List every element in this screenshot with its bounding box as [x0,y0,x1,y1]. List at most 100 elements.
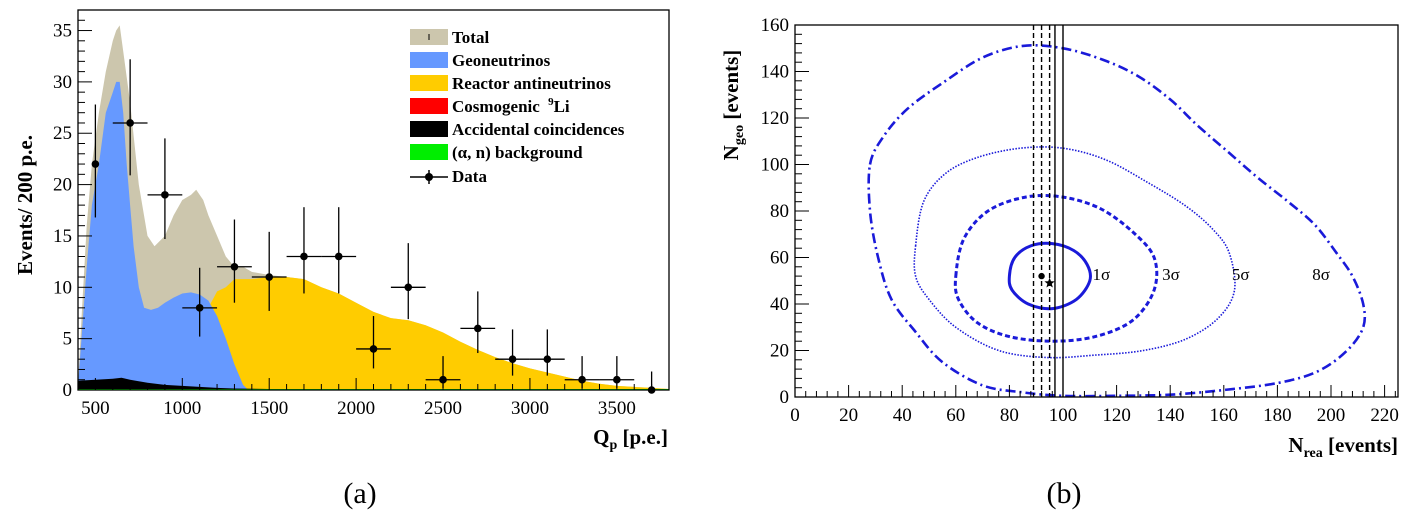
y-tick-label: 100 [761,155,790,176]
legend-item-reactor: Reactor antineutrinos [410,74,611,93]
x-tick-label: 180 [1263,405,1292,426]
data-marker [334,252,343,261]
svg-text:Geoneutrinos: Geoneutrinos [452,51,551,70]
accidental-fill [78,377,669,390]
best-fit-markers [1038,272,1055,288]
y-tick-label: 120 [761,108,790,129]
data-marker [126,119,134,127]
legend-item-cosmogenic: Cosmogenic 9Li [410,96,570,116]
y-tick-label: 0 [780,387,790,408]
data-point [182,267,218,337]
y-tick-label: 35 [53,21,72,42]
x-tick-label: 120 [1102,405,1131,426]
y-tick-label: 80 [770,201,789,222]
geoneutrinos-fill [78,81,249,390]
data-marker [578,375,586,384]
legend: Total Geoneutrinos Reactor antineutrinos… [410,28,625,186]
axes-b: 0 20 40 60 80 100 120 140 160 180 200 220 0 20 40 60 80 1… [761,15,1399,426]
svg-text:Accidental coincidences: Accidental coincidences [452,120,625,139]
x-tick-label: 2500 [424,398,462,419]
data-marker [300,252,308,261]
contour-dashdot [867,44,1367,397]
data-point [91,104,100,218]
x-tick-label: 2000 [337,398,375,419]
data-point [460,291,496,354]
y-tick-label: 140 [761,62,790,83]
data-marker [265,273,274,281]
y-tick-label: 0 [63,380,73,401]
data-point [321,207,357,294]
legend-item-total: Total [410,28,489,47]
contour-label: 1σ [1092,265,1110,284]
axes-a: 500 1000 1500 2000 2500 3000 3500 0 5 10 15 20 25 30 3… [53,9,670,419]
data-marker [91,160,100,168]
data-marker [161,191,169,199]
data-marker [404,283,413,292]
data-marker [508,355,517,363]
x-tick-label: 500 [81,398,110,419]
svg-text:Total: Total [452,28,489,47]
y-tick-label: 60 [770,248,789,269]
y-tick-label: 25 [53,123,72,144]
svg-text:Reactor antineutrinos: Reactor antineutrinos [452,74,611,93]
svg-text:(α, n) background: (α, n) background [452,143,583,162]
legend-item-geoneutrinos: Geoneutrinos [410,51,551,70]
panel-a-histogram: 500 1000 1500 2000 2500 3000 3500 0 5 10 15 20 25 30 3… [13,9,670,510]
x-tick-label: 40 [893,405,912,426]
y-tick-label: 20 [770,341,789,362]
data-marker [543,355,552,363]
data-point [495,329,530,376]
data-point [564,356,600,388]
legend-item-alpha-n: (α, n) background [410,143,583,162]
frame-b [794,24,1399,398]
x-tick-label: 80 [1000,405,1019,426]
data-marker [230,262,239,271]
x-tick-label: 100 [1049,405,1078,426]
contour-label: 3σ [1162,265,1180,284]
contour-label: 8σ [1312,265,1330,284]
data-point [147,138,183,240]
data-marker [473,324,482,333]
y-axis-title-a: Events/ 200 p.e. [13,135,37,275]
y-tick-label: 20 [53,175,72,196]
contour-group [867,44,1367,397]
contour-dashed [953,193,1159,343]
x-tick-label: 1500 [250,398,288,419]
x-tick-label: 1000 [163,398,201,419]
y-tick-label: 40 [770,294,789,315]
panel-label-b: (b) [1047,477,1082,510]
reactor-fill [191,277,669,390]
x-tick-label: 220 [1370,405,1399,426]
data-point [112,59,148,176]
panel-label-a: (a) [343,477,376,510]
data-point [286,207,322,294]
data-marker [195,304,204,312]
data-marker [369,345,378,353]
legend-item-data: Data [410,167,487,186]
x-tick-label: 20 [839,405,858,426]
contour-label: 5σ [1232,265,1250,284]
panel-b-contour: 0 20 40 60 80 100 120 140 160 180 200 220 0 20 40 60 80 1… [719,15,1399,510]
best-fit-dot [1038,272,1045,280]
data-point [390,243,426,320]
x-axis-title-a: Qp [p.e.] [593,425,668,453]
x-tick-label: 0 [790,405,800,426]
y-tick-label: 15 [53,226,72,247]
contour-dotted [913,146,1236,359]
data-point [251,231,287,311]
y-axis-title-b: Ngeo [events] [719,50,747,161]
x-tick-label: 3000 [511,398,549,419]
svg-text:Cosmogenic 9Li: Cosmogenic 9Li [452,96,570,116]
x-tick-label: 3500 [598,398,636,419]
reactor-expectation-lines [1032,25,1064,397]
svg-text:Data: Data [452,167,487,186]
y-tick-label: 160 [761,15,790,36]
contour-solid [1007,241,1093,311]
data-point [217,219,252,303]
expected-star [1044,277,1055,288]
y-tick-label: 30 [53,72,72,93]
data-point [356,316,391,369]
x-tick-label: 200 [1317,405,1346,426]
x-tick-label: 140 [1156,405,1185,426]
data-point [529,329,565,376]
